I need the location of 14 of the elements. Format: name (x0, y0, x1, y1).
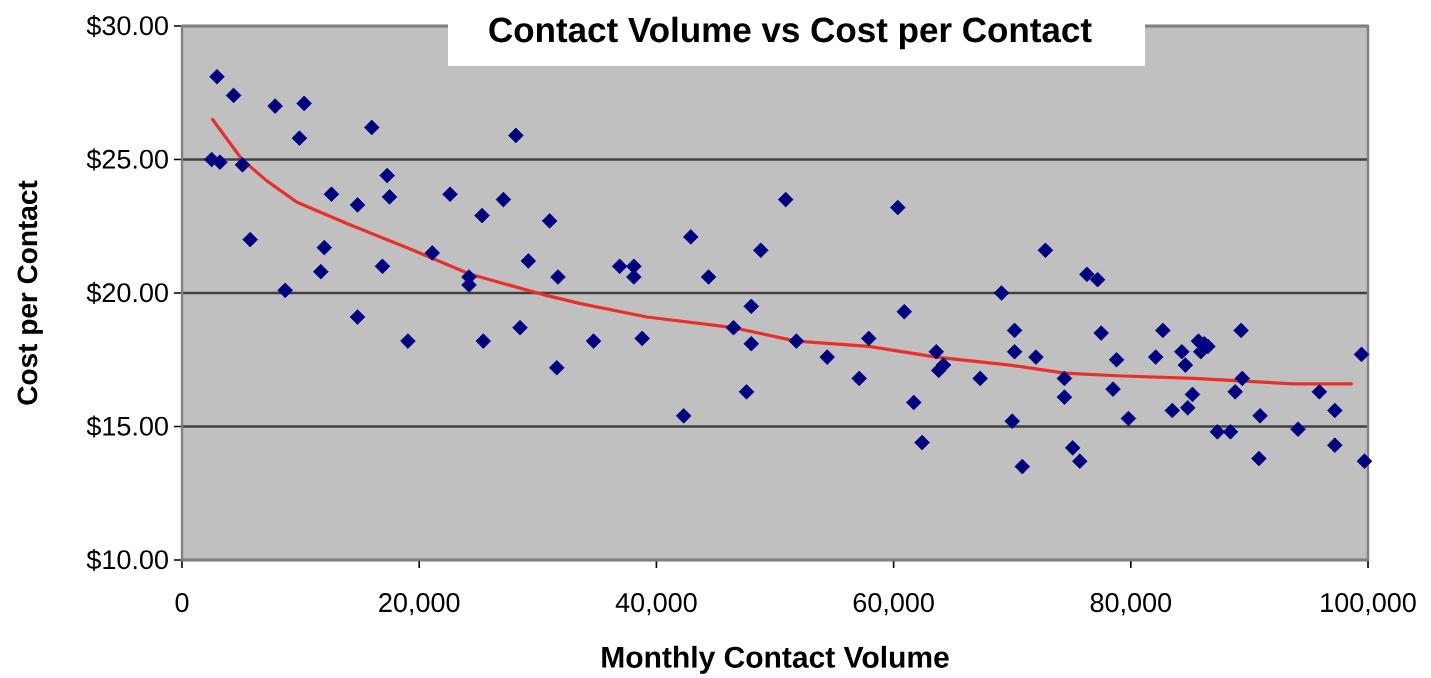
x-tick-label: 40,000 (615, 593, 697, 616)
x-axis-title: Monthly Contact Volume (602, 645, 949, 674)
x-tick-label: 0 (175, 593, 189, 613)
y-tick-label: $30.00 (86, 15, 168, 37)
y-tick-label: $10.00 (86, 549, 168, 571)
x-tick-label: 60,000 (853, 593, 934, 616)
x-tick-label: 100,000 (1321, 593, 1416, 616)
x-tick-label: 80,000 (1090, 593, 1172, 616)
chart-title: Contact Volume vs Cost per Contact (489, 16, 1092, 50)
y-tick-label: $25.00 (86, 148, 168, 171)
y-axis-title: Cost per Contact (17, 180, 43, 405)
y-tick-label: $20.00 (86, 282, 168, 304)
y-tick-label: $15.00 (86, 415, 168, 438)
x-tick-label: 20,000 (379, 593, 460, 616)
